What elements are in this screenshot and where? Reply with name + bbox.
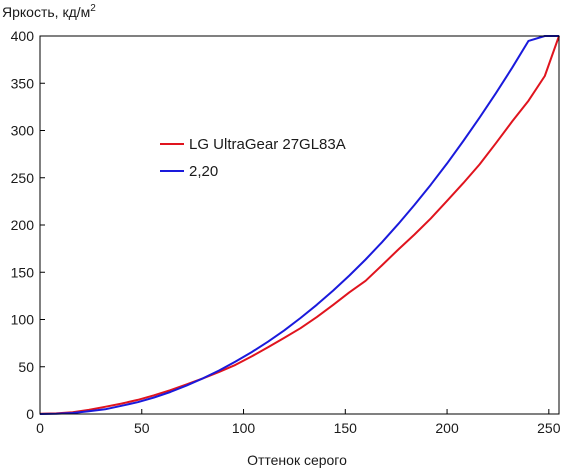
y-tick-label: 400 xyxy=(11,28,35,44)
y-tick-label: 200 xyxy=(11,217,35,233)
y-tick-label: 250 xyxy=(11,170,35,186)
plot-frame xyxy=(39,35,560,415)
plot-lines xyxy=(39,35,560,415)
x-axis-title: Оттенок серого xyxy=(247,452,347,468)
y-tick-label: 0 xyxy=(26,406,34,422)
y-tick-label: 300 xyxy=(11,123,35,139)
x-tick-label: 50 xyxy=(134,420,150,436)
legend-label-gamma: 2,20 xyxy=(189,163,218,180)
x-tick-label: 0 xyxy=(36,420,44,436)
x-tick-label: 200 xyxy=(435,420,459,436)
y-tick-label: 100 xyxy=(11,312,35,328)
x-tick-label: 250 xyxy=(537,420,561,436)
x-axis-ticks: 0 50 100 150 200 250 xyxy=(36,409,561,436)
x-tick-label: 150 xyxy=(334,420,358,436)
y-axis-title-superscript: 2 xyxy=(90,3,96,14)
x-tick-label: 100 xyxy=(232,420,256,436)
series-line-1 xyxy=(39,35,559,415)
series-line-0 xyxy=(39,35,560,415)
y-axis-ticks: 0 50 100 150 200 250 300 350 400 xyxy=(11,28,45,422)
y-axis-title: Яркость, кд/м2 xyxy=(2,3,96,20)
y-tick-label: 150 xyxy=(11,264,35,280)
legend: LG UltraGear 27GL83A 2,20 xyxy=(160,136,346,180)
y-tick-label: 50 xyxy=(18,359,34,375)
legend-label-lg: LG UltraGear 27GL83A xyxy=(189,136,346,153)
y-tick-label: 350 xyxy=(11,75,35,91)
